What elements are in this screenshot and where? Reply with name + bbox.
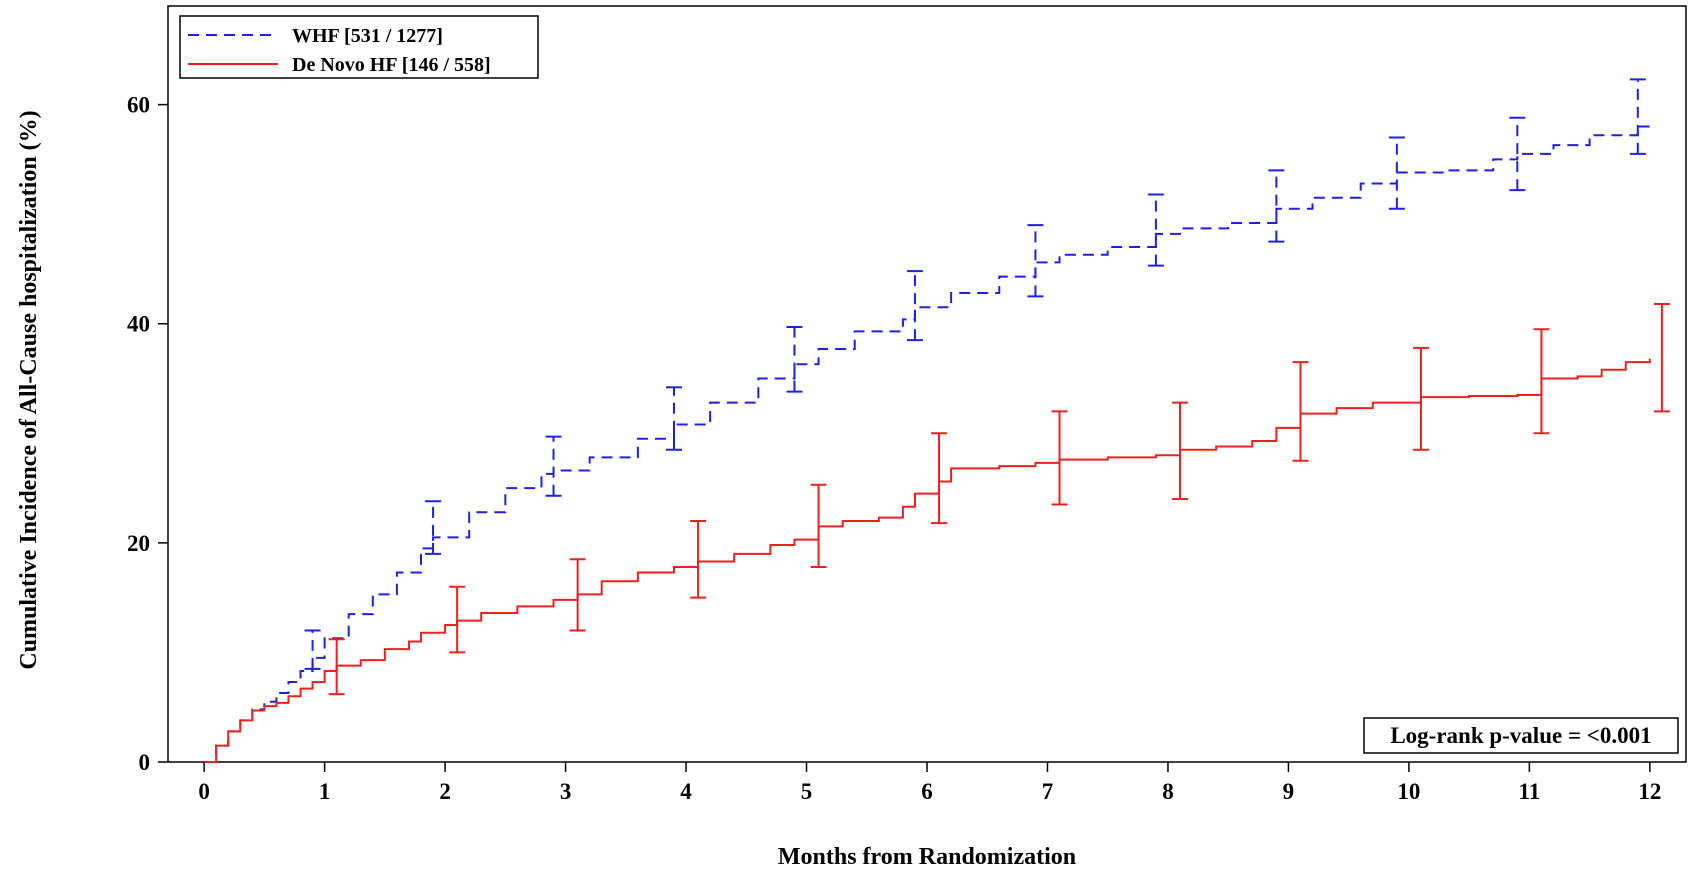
y-axis-title: Cumulative Incidence of All-Cause hospit…	[16, 110, 42, 669]
de-novo-hf-error-bar	[449, 585, 466, 654]
de-novo-hf-error-bar	[810, 483, 827, 568]
whf-error-bar	[906, 270, 923, 342]
plot-curves	[204, 121, 1651, 763]
de-novo-hf-error-bar	[1412, 346, 1429, 451]
whf-error-bar	[1027, 224, 1044, 298]
de-novo-hf-error-bar	[1653, 303, 1670, 413]
x-tick-label: 4	[680, 779, 692, 804]
legend-label-whf: WHF [531 / 1277]	[292, 25, 443, 47]
whf-error-bar	[786, 326, 803, 393]
y-axis-ticks: 0 20 40 60	[127, 93, 168, 775]
de-novo-hf-error-bar	[1292, 361, 1309, 462]
log-rank-annotation: Log-rank p-value = <0.001	[1363, 717, 1679, 754]
x-axis-ticks: 0 1 2 3 4 5 6 7 8 9 10 11 12	[198, 762, 1661, 804]
de-novo-hf-error-bar	[690, 519, 707, 599]
y-tick-label: 40	[127, 312, 150, 337]
plot-error-bars	[304, 78, 1670, 696]
legend-box	[179, 15, 539, 79]
x-tick-label: 7	[1042, 779, 1054, 804]
x-tick-label: 10	[1397, 779, 1420, 804]
whf-error-bar	[425, 500, 442, 555]
de-novo-hf-error-bar	[1051, 410, 1068, 506]
whf-error-bar	[1388, 136, 1405, 210]
legend-label-de-novo-hf: De Novo HF [146 / 558]	[292, 54, 491, 76]
de-novo-hf-error-bar	[1172, 401, 1188, 501]
whf-error-bar	[1509, 116, 1526, 192]
x-tick-label: 3	[560, 779, 572, 804]
de-novo-hf-error-bar	[1533, 328, 1550, 435]
annotation-box	[1363, 717, 1679, 754]
whf-error-bar	[545, 435, 562, 497]
x-tick-label: 6	[921, 779, 933, 804]
whf-error-bar	[666, 386, 682, 451]
y-tick-label: 20	[127, 531, 150, 556]
y-tick-label: 60	[127, 93, 150, 118]
x-tick-label: 1	[319, 779, 331, 804]
whf-error-bar	[1147, 193, 1164, 267]
de-novo-hf-curve	[204, 358, 1651, 763]
x-tick-label: 11	[1519, 779, 1541, 804]
x-tick-label: 0	[198, 779, 210, 804]
whf-error-bar	[1268, 169, 1285, 243]
x-tick-label: 8	[1162, 779, 1174, 804]
whf-error-bar	[304, 629, 321, 670]
whf-error-bar	[1629, 78, 1646, 155]
y-tick-label: 0	[139, 750, 151, 775]
de-novo-hf-error-bar	[328, 638, 345, 696]
whf-curve	[204, 121, 1651, 763]
x-tick-label: 12	[1638, 779, 1661, 804]
annotation-text: Log-rank p-value = <0.001	[1390, 723, 1651, 748]
x-axis-title: Months from Randomization	[778, 844, 1076, 870]
de-novo-hf-error-bar	[569, 558, 586, 632]
x-tick-label: 5	[801, 779, 813, 804]
legend: WHF [531 / 1277] De Novo HF [146 / 558]	[179, 15, 539, 79]
x-tick-label: 2	[439, 779, 451, 804]
x-tick-label: 9	[1283, 779, 1295, 804]
de-novo-hf-error-bar	[931, 432, 948, 525]
